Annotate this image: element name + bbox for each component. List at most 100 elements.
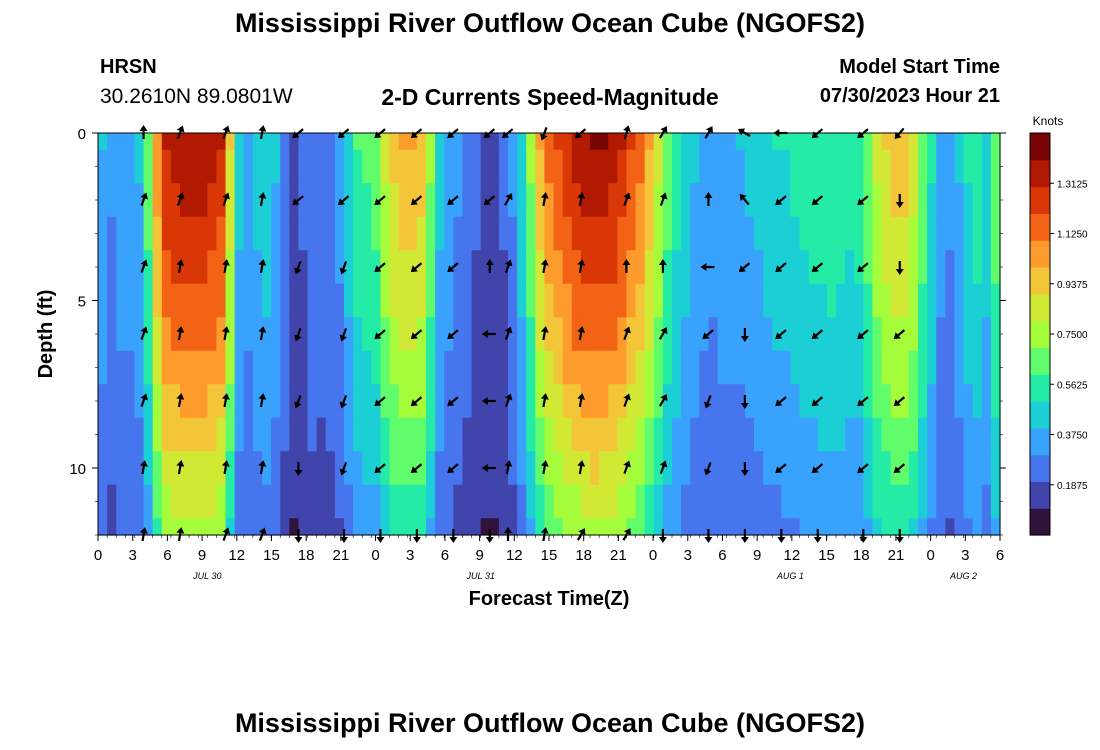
heatmap-cell <box>380 133 391 151</box>
heatmap-cell <box>908 149 919 184</box>
heatmap-cell <box>590 216 600 251</box>
heatmap-cell <box>781 451 792 486</box>
heatmap-cell <box>134 183 145 218</box>
heatmap-cell <box>98 518 108 536</box>
heatmap-cell <box>416 216 427 251</box>
heatmap-cell <box>316 133 327 151</box>
heatmap-cell <box>416 451 427 486</box>
heatmap-cell <box>799 350 810 385</box>
vector-arrow <box>775 396 787 407</box>
heatmap-cell <box>672 149 682 184</box>
heatmap-cell <box>644 133 655 151</box>
vector-arrow <box>623 192 631 207</box>
vector-arrow <box>258 460 267 475</box>
heatmap-cell <box>845 283 855 318</box>
heatmap-cell <box>489 484 500 519</box>
heatmap-cell <box>444 149 454 184</box>
heatmap-cell <box>990 216 1001 251</box>
heatmap-cell <box>899 283 910 318</box>
heatmap-cell <box>353 451 363 486</box>
heatmap-cell <box>508 250 518 285</box>
heatmap-cell <box>125 350 136 385</box>
heatmap-cell <box>617 283 628 318</box>
heatmap-cell <box>307 350 318 385</box>
y-tick-label: 5 <box>78 294 86 311</box>
vector-head <box>740 336 749 342</box>
heatmap-cell <box>699 283 710 318</box>
heatmap-cell <box>744 384 755 419</box>
heatmap-cell <box>134 451 145 486</box>
heatmap-cell <box>945 417 956 452</box>
heatmap-cells <box>98 133 1001 536</box>
x-tick-label: 0 <box>926 547 934 564</box>
heatmap-cell <box>826 250 837 285</box>
vector-arrow <box>895 261 904 275</box>
heatmap-cell <box>790 451 801 486</box>
heatmap-cell <box>763 484 773 519</box>
heatmap-cell <box>116 484 126 519</box>
heatmap-cell <box>161 417 172 452</box>
heatmap-cell <box>790 149 801 184</box>
vector-arrow <box>447 262 459 273</box>
vector-head <box>704 537 713 543</box>
vector-head <box>176 393 185 400</box>
heatmap-cell <box>854 149 864 184</box>
colorbar-tick-label: 0.1875 <box>1057 481 1088 492</box>
heatmap-cell <box>754 417 764 452</box>
heatmap-cell <box>653 451 664 486</box>
heatmap-cell <box>407 216 418 251</box>
heatmap-cell <box>353 384 363 419</box>
heatmap-cell <box>672 484 682 519</box>
heatmap-cell <box>98 317 108 352</box>
vector-arrow <box>702 329 714 340</box>
heatmap-cell <box>98 384 108 419</box>
heatmap-cell <box>562 250 573 285</box>
heatmap-cell <box>170 183 181 218</box>
heatmap-cell <box>890 183 901 218</box>
heatmap-cell <box>726 384 737 419</box>
heatmap-cell <box>790 216 801 251</box>
heatmap-cell <box>489 417 500 452</box>
vector-head <box>221 460 230 467</box>
vector-head <box>258 460 267 467</box>
heatmap-cell <box>298 317 309 352</box>
vector-head <box>540 133 548 141</box>
heatmap-cell <box>225 451 236 486</box>
vector-head <box>659 192 668 200</box>
heatmap-cell <box>316 317 327 352</box>
heatmap-cell <box>498 149 509 184</box>
vector-arrow <box>176 460 185 475</box>
heatmap-cell <box>107 133 117 151</box>
vector-arrow <box>658 394 668 407</box>
heatmap-cell <box>280 183 290 218</box>
heatmap-cell <box>353 149 363 184</box>
heatmap-cell <box>945 350 956 385</box>
vector-arrow <box>339 461 348 476</box>
heatmap-cell <box>626 417 637 452</box>
vector-head <box>704 192 713 198</box>
heatmap-cell <box>444 484 454 519</box>
vector-head <box>481 330 488 338</box>
vector-head <box>258 125 267 132</box>
heatmap-cell <box>526 183 536 218</box>
heatmap-cell <box>207 183 218 218</box>
vector-head <box>294 267 302 275</box>
vector-head <box>412 537 421 543</box>
heatmap-cell <box>125 384 136 419</box>
heatmap-cell <box>508 283 518 318</box>
vector-head <box>775 399 783 407</box>
heatmap-cell <box>717 350 728 385</box>
heatmap-cell <box>426 350 436 385</box>
heatmap-cell <box>863 484 874 519</box>
heatmap-cell <box>799 518 810 536</box>
heatmap-cell <box>635 216 646 251</box>
vector-arrow <box>258 192 267 207</box>
heatmap-cell <box>316 216 327 251</box>
heatmap-cell <box>198 183 208 218</box>
heatmap-cell <box>890 149 901 184</box>
vector-arrow <box>857 329 869 340</box>
vector-head <box>623 528 631 536</box>
vector-arrow <box>176 125 185 140</box>
heatmap-cell <box>107 484 117 519</box>
heatmap-cell <box>535 250 546 285</box>
